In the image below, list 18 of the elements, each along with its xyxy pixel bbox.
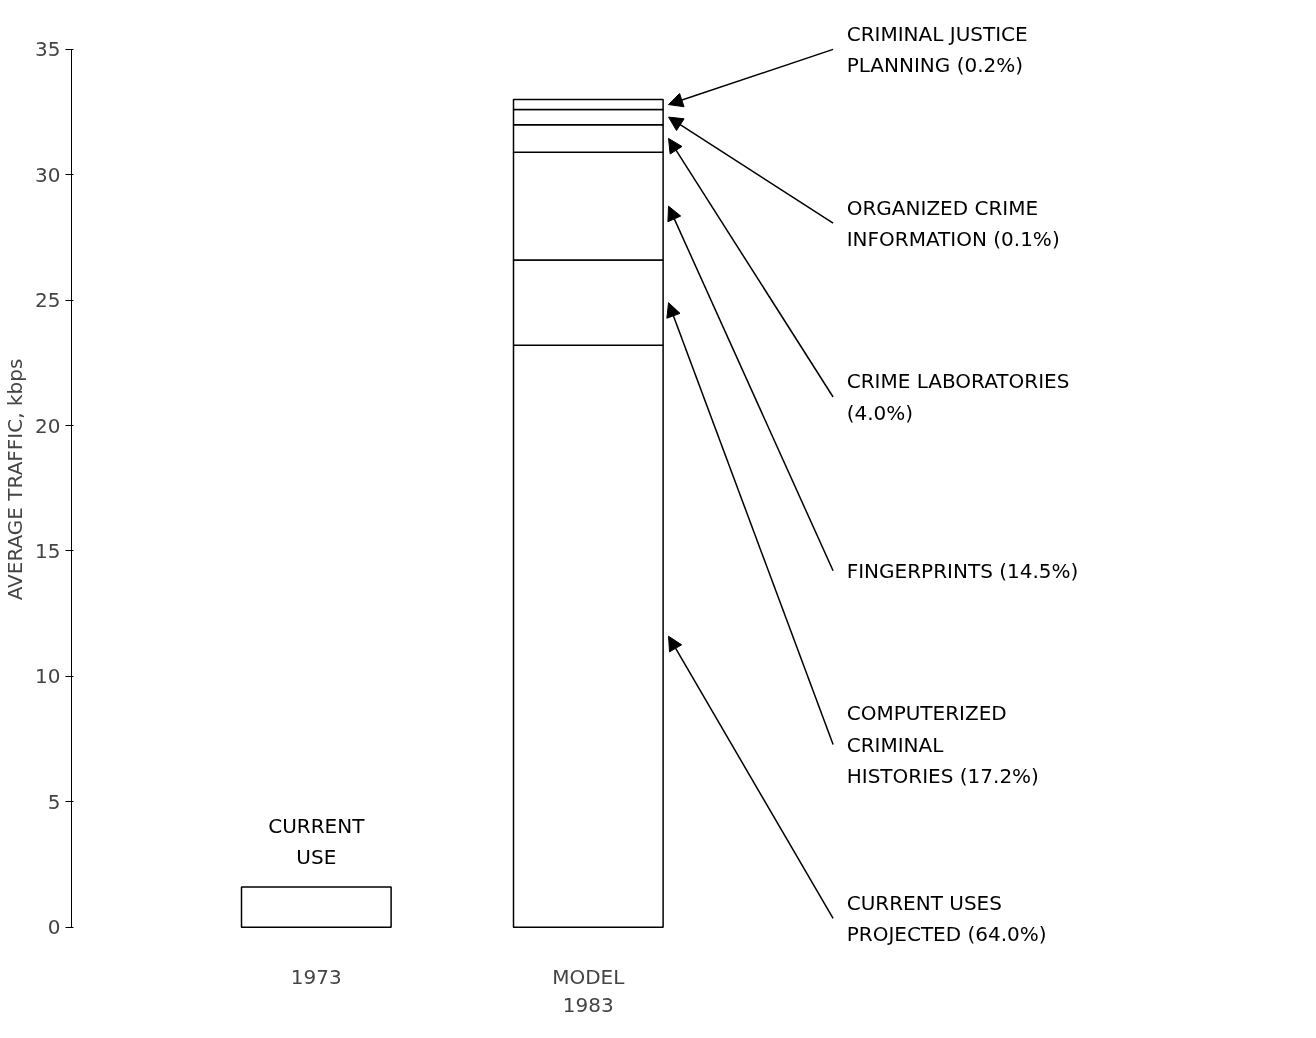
y-tick-label: 5	[47, 789, 61, 814]
text: CRIMINAL JUSTICE PLANNING (0.2%)	[846, 21, 1028, 77]
y-tick-label: 35	[35, 37, 61, 62]
text: FINGERPRINTS (14.5%)	[846, 558, 1079, 583]
text: COMPUTERIZED CRIMINAL HISTORIES (17.2%)	[846, 701, 1039, 788]
y-axis-title: AVERAGE TRAFFIC, kbps	[3, 358, 28, 601]
series-label: CURRENT USE	[268, 814, 366, 870]
y-tick-label: 0	[47, 915, 61, 940]
x-tick-label: MODEL 1983	[552, 964, 626, 1018]
y-tick-label: 25	[35, 288, 61, 313]
y-tick-label: 20	[35, 413, 61, 438]
x-tick-label: 1973	[290, 964, 342, 989]
y-tick-label: 10	[35, 664, 61, 689]
text: CRIME LABORATORIES (4.0%)	[846, 369, 1070, 425]
y-tick-label: 15	[35, 538, 61, 563]
text: CURRENT USES PROJECTED (64.0%)	[846, 890, 1047, 946]
y-tick-label: 30	[35, 162, 61, 187]
text: ORGANIZED CRIME INFORMATION (0.1%)	[846, 195, 1060, 251]
